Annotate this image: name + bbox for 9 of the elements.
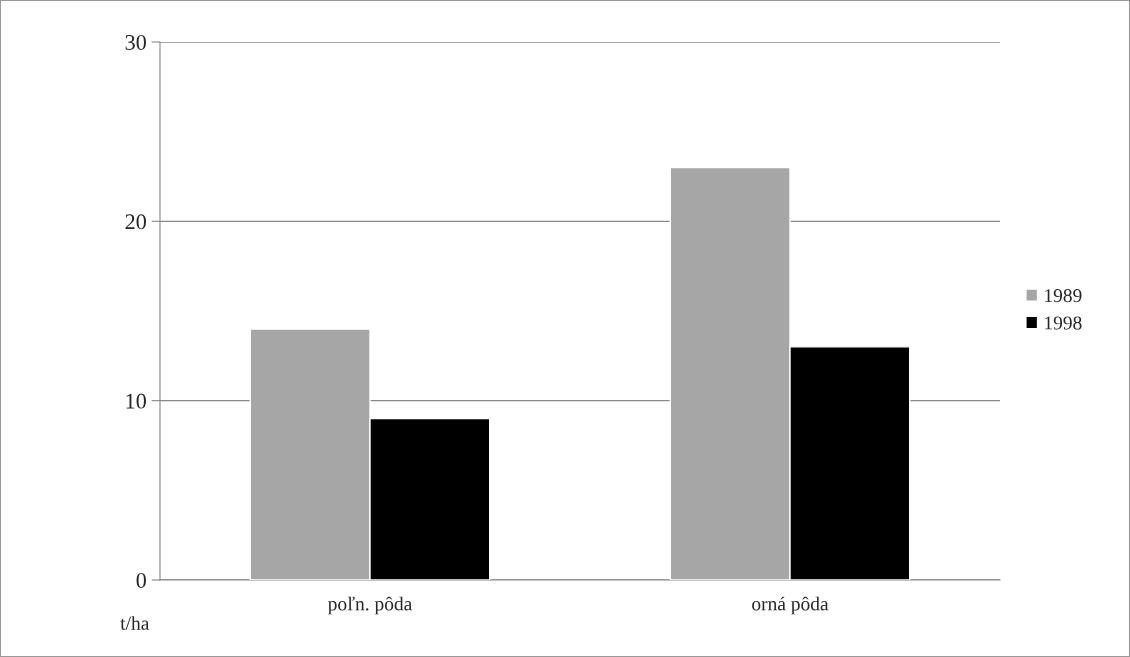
y-tick-label: 0 bbox=[136, 572, 146, 588]
x-tick-label: poľn. pôda bbox=[328, 596, 413, 615]
x-tick-label: orná pôda bbox=[752, 596, 829, 615]
y-tick-label: 10 bbox=[126, 393, 146, 409]
legend-label: 1989 bbox=[1045, 289, 1082, 303]
y-tick-label: 20 bbox=[125, 214, 146, 230]
legend-label: 1998 bbox=[1045, 316, 1082, 330]
y-tick-label: 30 bbox=[125, 34, 146, 50]
y-axis-title: t/ha bbox=[120, 616, 150, 630]
